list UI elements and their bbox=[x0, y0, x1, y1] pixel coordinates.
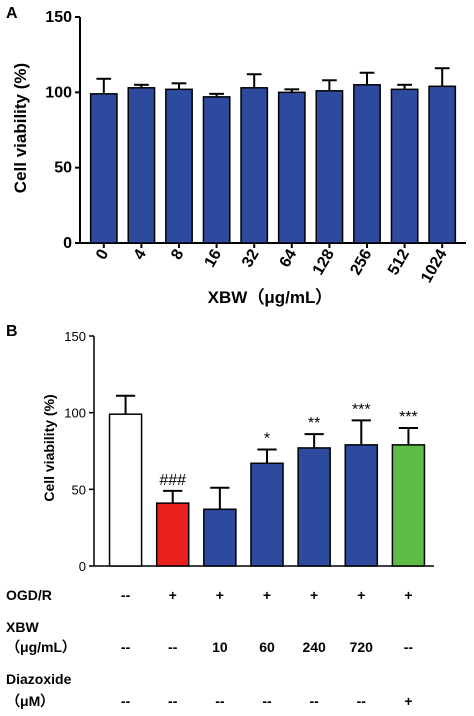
a-y-tick-label: 50 bbox=[54, 160, 72, 177]
b-significance-label: ### bbox=[159, 472, 186, 489]
b-condition-value: -- bbox=[215, 693, 225, 709]
panel-a-axes: 0 50 100 150 0 4 8 16 32 64 128 256 512 1024 bbox=[45, 9, 466, 286]
b-condition-value: + bbox=[310, 587, 318, 603]
b-condition-value: -- bbox=[309, 693, 319, 709]
b-condition-value: + bbox=[263, 587, 271, 603]
b-condition-value: 10 bbox=[212, 639, 228, 655]
panel-a-x-axis-title: XBW（μg/mL） bbox=[208, 287, 333, 307]
b-bar bbox=[391, 444, 426, 567]
a-x-tick-label: 64 bbox=[277, 246, 301, 270]
b-bar bbox=[297, 447, 331, 567]
b-y-tick-label: 100 bbox=[64, 406, 86, 421]
b-significance-label: *** bbox=[352, 401, 371, 418]
b-condition-value: + bbox=[216, 587, 224, 603]
b-condition-value: 240 bbox=[302, 639, 326, 655]
b-condition-value: + bbox=[404, 587, 412, 603]
panel-b-condition-table: OGD/R -- + + + + + + XBW （μg/mL） -- -- 10 60 240 720 -- D… bbox=[6, 587, 413, 709]
a-x-tick-label: 512 bbox=[385, 246, 413, 278]
b-bar bbox=[108, 413, 143, 567]
b-condition-value: 60 bbox=[259, 639, 275, 655]
a-bar bbox=[202, 96, 231, 244]
a-bar bbox=[277, 91, 306, 244]
b-condition-label: XBW bbox=[6, 619, 39, 635]
a-bar bbox=[127, 87, 156, 244]
b-condition-unit: （μM） bbox=[6, 693, 54, 709]
a-y-tick-label: 150 bbox=[45, 9, 72, 26]
a-x-tick-label: 0 bbox=[93, 246, 112, 262]
a-bar bbox=[390, 88, 419, 244]
panel-a: A Cell viability (%) XBW（μg/mL） 0 50 100 15… bbox=[6, 5, 466, 307]
b-y-tick-label: 50 bbox=[72, 482, 86, 497]
b-condition-value: -- bbox=[121, 587, 131, 603]
b-condition-label: Diazoxide bbox=[6, 671, 72, 687]
panel-a-bars bbox=[89, 67, 457, 244]
b-condition-label: OGD/R bbox=[6, 587, 52, 603]
b-bar bbox=[344, 444, 379, 567]
b-bar bbox=[250, 462, 284, 567]
b-condition-value: 720 bbox=[350, 639, 374, 655]
a-x-tick-label: 4 bbox=[131, 246, 150, 262]
b-bar bbox=[155, 502, 190, 567]
b-significance-label: * bbox=[264, 430, 270, 447]
b-condition-value: -- bbox=[357, 693, 367, 709]
panel-a-y-axis-title: Cell viability (%) bbox=[11, 63, 30, 193]
a-x-tick-label: 1024 bbox=[418, 246, 451, 285]
b-condition-value: + bbox=[357, 587, 365, 603]
a-y-tick-label: 100 bbox=[45, 84, 72, 101]
a-bar bbox=[315, 90, 344, 244]
panel-a-label: A bbox=[6, 5, 18, 22]
panel-b-bars: ###****** *** bbox=[108, 394, 426, 567]
b-condition-value: -- bbox=[121, 639, 131, 655]
a-y-tick-label: 0 bbox=[63, 235, 72, 252]
b-condition-value: -- bbox=[404, 639, 414, 655]
a-x-tick-label: 256 bbox=[347, 246, 375, 278]
b-bar bbox=[203, 508, 237, 567]
a-bar bbox=[428, 85, 457, 244]
a-bar bbox=[353, 84, 381, 244]
b-significance-label: ** bbox=[308, 415, 320, 432]
b-condition-value: + bbox=[169, 587, 177, 603]
a-x-tick-label: 8 bbox=[168, 246, 187, 262]
a-x-tick-label: 128 bbox=[310, 246, 338, 278]
b-condition-unit: （μg/mL） bbox=[6, 639, 76, 655]
a-bar bbox=[165, 88, 193, 244]
a-bar bbox=[240, 87, 269, 244]
b-condition-value: -- bbox=[121, 693, 131, 709]
b-condition-value: -- bbox=[262, 693, 272, 709]
b-condition-value: -- bbox=[168, 693, 178, 709]
a-x-tick-label: 16 bbox=[201, 246, 225, 270]
b-y-tick-label: 0 bbox=[79, 559, 86, 574]
a-x-tick-label: 32 bbox=[239, 246, 263, 270]
a-bar bbox=[89, 93, 118, 244]
panel-b-y-axis-title: Cell viability (%) bbox=[41, 394, 57, 501]
b-condition-value: -- bbox=[168, 639, 178, 655]
panel-b-label: B bbox=[6, 323, 18, 340]
b-y-tick-label: 150 bbox=[64, 329, 86, 344]
b-significance-label: *** bbox=[399, 409, 418, 426]
b-condition-value: + bbox=[404, 693, 412, 709]
